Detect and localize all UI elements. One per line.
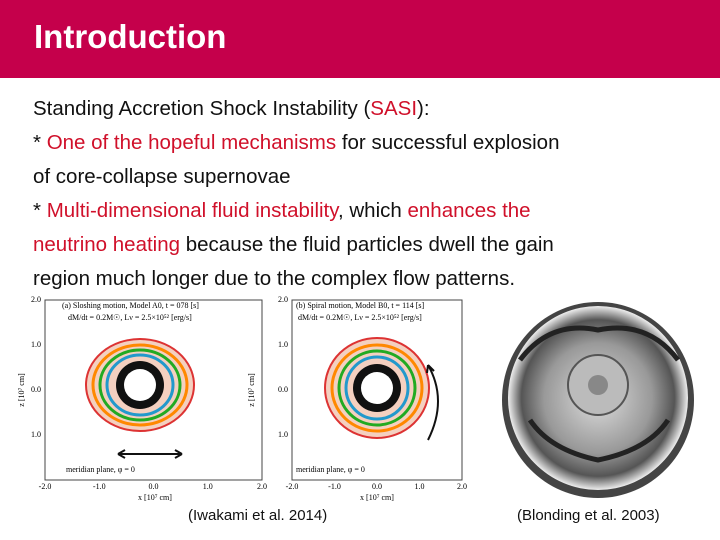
text: for successful explosion bbox=[336, 131, 560, 154]
x-tick-label: 1.0 bbox=[203, 482, 213, 491]
y-tick-label: 2.0 bbox=[278, 295, 288, 304]
text: of core-collapse supernovae bbox=[33, 165, 291, 188]
y-tick-label: 0.0 bbox=[31, 385, 41, 394]
panel-params: dM/dt = 0.2M☉, Lν = 2.5×10⁵² [erg/s] bbox=[298, 313, 422, 322]
y-tick-label: 1.0 bbox=[31, 430, 41, 439]
text-line: Standing Accretion Shock Instability (SA… bbox=[33, 92, 713, 126]
text: because the fluid particles dwell the ga… bbox=[180, 233, 554, 256]
flow-rings bbox=[324, 337, 430, 439]
text: ): bbox=[417, 97, 430, 120]
body-text: Standing Accretion Shock Instability (SA… bbox=[33, 92, 713, 296]
y-axis-label: z [10⁷ cm] bbox=[17, 373, 26, 407]
x-tick-label: -1.0 bbox=[93, 482, 106, 491]
arrow bbox=[426, 364, 439, 441]
y-tick-label: 0.0 bbox=[278, 385, 288, 394]
highlight-text: SASI bbox=[370, 97, 418, 120]
slide-title: Introduction bbox=[34, 18, 227, 55]
text-line: * One of the hopeful mechanisms for succ… bbox=[33, 126, 713, 160]
arrow bbox=[117, 449, 183, 459]
x-tick-label: -2.0 bbox=[286, 482, 299, 491]
header-bar: Introduction bbox=[0, 0, 720, 78]
flow-rings bbox=[85, 338, 195, 432]
text: * bbox=[33, 199, 47, 222]
text-line: * Multi-dimensional fluid instability, w… bbox=[33, 194, 713, 228]
x-tick-label: -1.0 bbox=[328, 482, 341, 491]
y-axis-label: z [10⁷ cm] bbox=[247, 373, 256, 407]
x-tick-label: 1.0 bbox=[415, 482, 425, 491]
panel-title: (a) Sloshing motion, Model A0, t = 078 [… bbox=[62, 301, 199, 310]
text: * bbox=[33, 131, 47, 154]
y-tick-label: 1.0 bbox=[278, 340, 288, 349]
y-tick-label: 1.0 bbox=[278, 430, 288, 439]
x-tick-label: 0.0 bbox=[372, 482, 382, 491]
plane-label: meridian plane, φ = 0 bbox=[66, 465, 135, 474]
panel-params: dM/dt = 0.2M☉, Lν = 2.5×10⁵² [erg/s] bbox=[68, 313, 192, 322]
panel-title: (b) Spiral motion, Model B0, t = 114 [s] bbox=[296, 301, 425, 310]
x-tick-label: 2.0 bbox=[257, 482, 267, 491]
highlight-text: One of the hopeful mechanisms bbox=[46, 131, 337, 154]
highlight-text: neutrino heating bbox=[33, 233, 181, 256]
highlight-text: Multi-dimensional fluid instability bbox=[46, 199, 338, 222]
x-axis-label: x [10⁷ cm] bbox=[360, 493, 394, 502]
x-tick-label: -2.0 bbox=[39, 482, 52, 491]
text: , which bbox=[337, 199, 408, 222]
caption: (Iwakami et al. 2014) bbox=[188, 507, 328, 524]
text-line: neutrino heating because the fluid parti… bbox=[33, 228, 713, 262]
plot-frame bbox=[44, 299, 263, 481]
text-line: region much longer due to the complex fl… bbox=[33, 262, 713, 296]
simulation-image bbox=[502, 302, 694, 498]
x-tick-label: 2.0 bbox=[457, 482, 467, 491]
text: Standing Accretion Shock Instability ( bbox=[33, 97, 371, 120]
caption: (Blonding et al. 2003) bbox=[517, 507, 660, 524]
x-axis-label: x [10⁷ cm] bbox=[138, 493, 172, 502]
x-tick-label: 0.0 bbox=[149, 482, 159, 491]
y-tick-label: 1.0 bbox=[31, 340, 41, 349]
y-tick-label: 2.0 bbox=[31, 295, 41, 304]
text: region much longer due to the complex fl… bbox=[33, 267, 516, 290]
highlight-text: enhances the bbox=[407, 199, 531, 222]
plane-label: meridian plane, φ = 0 bbox=[296, 465, 365, 474]
text-line: of core-collapse supernovae bbox=[33, 160, 713, 194]
plot-frame bbox=[291, 299, 463, 481]
